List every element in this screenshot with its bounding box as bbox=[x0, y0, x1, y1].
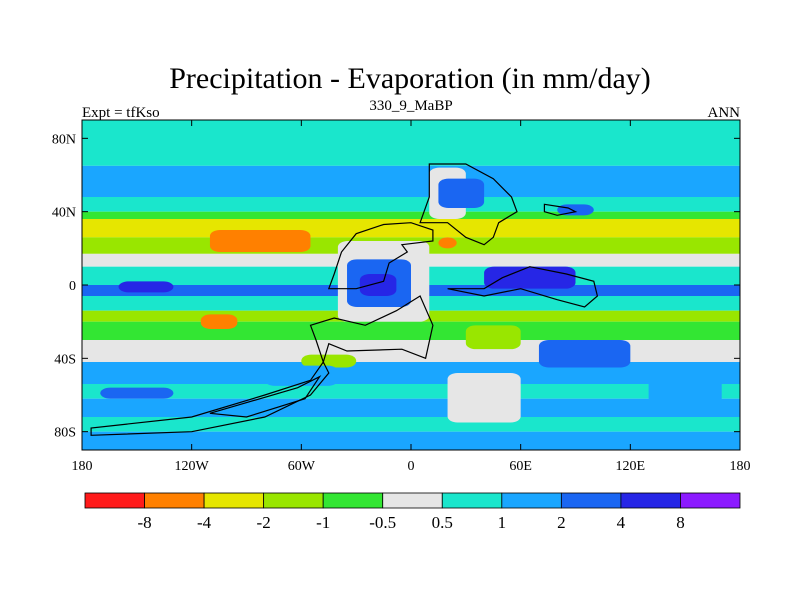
colorbar-swatch-0 bbox=[84, 492, 145, 509]
field-patch-3 bbox=[438, 237, 457, 249]
zonal-band-3 bbox=[82, 211, 740, 219]
field-patch-11 bbox=[465, 325, 521, 350]
coastline-4 bbox=[543, 203, 578, 216]
field-patch-17 bbox=[100, 387, 174, 399]
colorbar-label: -4 bbox=[197, 513, 212, 532]
colorbar-label: -1 bbox=[316, 513, 330, 532]
chart-title: Precipitation - Evaporation (in mm/day) bbox=[169, 62, 651, 95]
colorbar-swatch-1 bbox=[144, 492, 205, 509]
zonal-band-2 bbox=[82, 197, 740, 212]
x-axis: 180 120W 60W 0 60E 120E 180 bbox=[72, 120, 751, 474]
zonal-band-14 bbox=[82, 384, 740, 399]
colorbar-swatch-8 bbox=[560, 492, 622, 509]
field-patch-12 bbox=[538, 340, 631, 368]
coastline-3 bbox=[447, 266, 599, 308]
x-tick-label: 0 bbox=[408, 459, 415, 474]
field-patch-2 bbox=[200, 314, 238, 329]
colorbar: -8 -4 -2 -1 -0.5 0.5 1 2 4 8 bbox=[84, 492, 741, 532]
zonal-band-11 bbox=[82, 321, 740, 340]
field-patch-8 bbox=[438, 178, 485, 208]
x-tick-label: 120W bbox=[175, 459, 210, 474]
field-patch-9 bbox=[557, 204, 594, 216]
x-tick-label: 180 bbox=[72, 459, 93, 474]
field-patch-10 bbox=[484, 266, 576, 289]
colorbar-swatch-9 bbox=[620, 492, 681, 509]
zonal-band-1 bbox=[82, 165, 740, 197]
zonal-band-4 bbox=[82, 219, 740, 238]
colorbar-swatch-7 bbox=[501, 492, 562, 509]
coastline-5 bbox=[90, 360, 330, 436]
subtitle-left: Expt = tfKso bbox=[82, 105, 160, 121]
coastline-0 bbox=[327, 222, 434, 290]
zonal-band-12 bbox=[82, 340, 740, 362]
y-tick-label: 40S bbox=[54, 352, 76, 367]
colorbar-label: -0.5 bbox=[369, 513, 396, 532]
colorbar-swatch-4 bbox=[322, 492, 384, 509]
colorbar-swatch-2 bbox=[203, 492, 265, 509]
colorbar-label: 2 bbox=[557, 513, 566, 532]
colorbar-label: 0.5 bbox=[432, 513, 453, 532]
y-tick-label: 0 bbox=[69, 279, 76, 294]
x-tick-label: 180 bbox=[730, 459, 751, 474]
colorbar-swatch-5 bbox=[382, 492, 443, 509]
field-patch-13 bbox=[301, 354, 357, 368]
colorbar-swatch-6 bbox=[441, 492, 503, 509]
colorbar-swatch-3 bbox=[263, 492, 324, 509]
colorbar-label: 8 bbox=[676, 513, 685, 532]
zonal-band-0 bbox=[82, 120, 740, 166]
plot-area bbox=[82, 120, 740, 450]
field-patch-16 bbox=[648, 367, 722, 405]
zonal-band-15 bbox=[82, 398, 740, 417]
subtitle-right: ANN bbox=[708, 105, 741, 121]
colorbar-label: -8 bbox=[137, 513, 151, 532]
field-patch-6 bbox=[359, 274, 397, 296]
y-tick-label: 80N bbox=[52, 132, 76, 147]
y-tick-label: 80S bbox=[54, 426, 76, 441]
field-patch-14 bbox=[264, 365, 338, 386]
zonal-band-16 bbox=[82, 417, 740, 432]
y-axis: 80N 40N 0 40S 80S bbox=[52, 132, 740, 441]
coastline-2 bbox=[419, 163, 518, 246]
colorbar-label: 1 bbox=[498, 513, 507, 532]
colorbar-swatch-10 bbox=[680, 492, 741, 509]
field-patch-15 bbox=[447, 373, 521, 423]
x-tick-label: 60E bbox=[509, 459, 532, 474]
colorbar-label: -2 bbox=[257, 513, 271, 532]
coastline-6 bbox=[209, 375, 322, 418]
zonal-band-17 bbox=[82, 431, 740, 450]
x-tick-label: 120E bbox=[616, 459, 646, 474]
y-tick-label: 40N bbox=[52, 206, 76, 221]
x-tick-label: 60W bbox=[288, 459, 316, 474]
coastlines bbox=[90, 163, 599, 436]
field-patch-0 bbox=[118, 281, 174, 293]
subtitle-center: 330_9_MaBP bbox=[369, 98, 452, 114]
zonal-band-13 bbox=[82, 362, 740, 384]
colorbar-label: 4 bbox=[617, 513, 626, 532]
field-patch-1 bbox=[209, 230, 311, 252]
